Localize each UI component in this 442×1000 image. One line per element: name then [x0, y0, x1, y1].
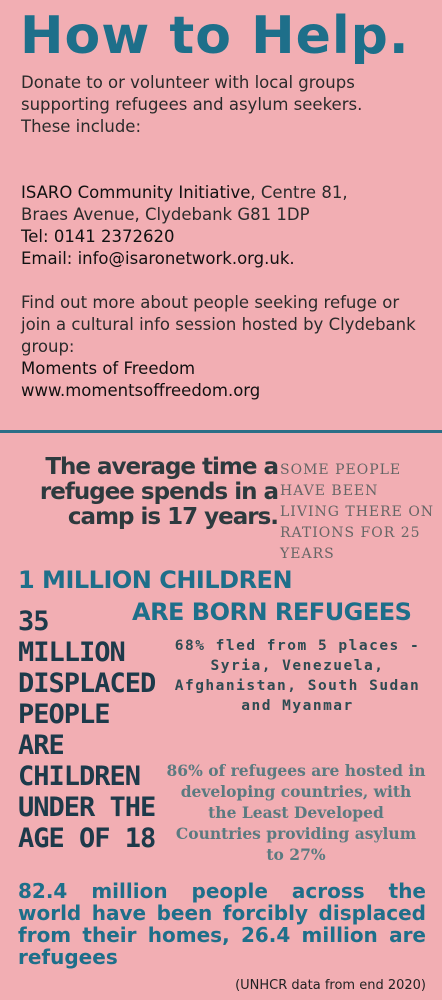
moments-name: Moments of Freedom	[21, 359, 196, 378]
stat-displaced-children: 35 MILLION DISPLACED PEOPLE ARE CHILDREN…	[18, 606, 156, 854]
stat-fled-places: 68% fled from 5 places - Syria, Venezuel…	[174, 638, 421, 714]
stat-camp-time: The average time a refugee spends in a c…	[39, 454, 279, 530]
stat-global-displaced: 82.4 million people across the world hav…	[18, 879, 426, 969]
isaro-name: ISARO Community Initiative	[21, 183, 251, 202]
page-title: How to Help.	[20, 6, 410, 66]
stat-rations: SOME PEOPLE HAVE BEEN LIVING THERE ON RA…	[280, 462, 435, 562]
isaro-contact: ISARO Community Initiative, Centre 81, B…	[21, 182, 426, 270]
isaro-tel[interactable]: Tel: 0141 2372620	[21, 227, 175, 246]
moments-info: Find out more about people seeking refug…	[21, 292, 426, 402]
source-note: (UNHCR data from end 2020)	[235, 978, 426, 993]
isaro-email[interactable]: Email: info@isaronetwork.org.uk.	[21, 249, 295, 268]
find-out-text: Find out more about people seeking refug…	[21, 293, 416, 356]
donate-text: Donate to or volunteer with local groups…	[21, 73, 363, 114]
section-divider	[0, 430, 442, 433]
stat-hosted-developing: 86% of refugees are hosted in developing…	[166, 761, 426, 864]
isaro-address-1: , Centre 81,	[250, 183, 348, 202]
moments-url[interactable]: www.momentsoffreedom.org	[21, 381, 261, 400]
intro-donate: Donate to or volunteer with local groups…	[21, 72, 426, 138]
stat-million-children-line1: 1 MILLION CHILDREN	[18, 566, 293, 594]
isaro-address-2: Braes Avenue, Clydebank G81 1DP	[21, 205, 310, 224]
stat-million-children-line2: ARE BORN REFUGEES	[132, 598, 412, 626]
these-include-text: These include:	[21, 117, 142, 136]
